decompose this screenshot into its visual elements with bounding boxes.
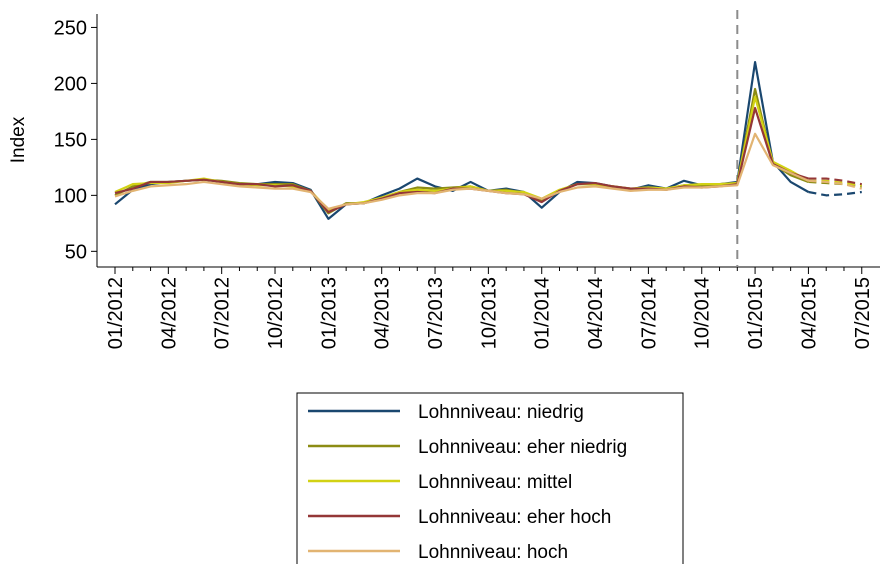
legend-label: Lohnniveau: mittel — [418, 472, 572, 493]
series-line — [114, 61, 809, 220]
legend-label: Lohnniveau: hoch — [418, 542, 568, 563]
x-tick-label: 07/2012 — [212, 277, 234, 349]
x-tick-label: 01/2012 — [105, 277, 127, 349]
x-tick-label: 10/2014 — [692, 277, 714, 349]
series-line — [114, 132, 809, 210]
y-tick-label: 150 — [54, 129, 87, 151]
x-tick-label: 01/2014 — [532, 277, 554, 349]
series-line — [114, 106, 809, 214]
y-tick-label: 250 — [54, 17, 87, 39]
legend-label: Lohnniveau: eher hoch — [418, 507, 611, 528]
x-tick-label: 04/2013 — [372, 277, 394, 349]
x-tick-label: 07/2013 — [425, 277, 447, 349]
x-tick-label: 10/2012 — [265, 277, 287, 349]
series-line — [114, 87, 809, 215]
series-line-dashed — [808, 179, 862, 187]
y-tick-label: 100 — [54, 185, 87, 207]
series-line-dashed — [808, 179, 863, 190]
x-tick-label: 07/2014 — [638, 277, 660, 349]
y-tick-label: 200 — [54, 73, 87, 95]
x-tick-label: 07/2015 — [852, 277, 874, 349]
series-line-dashed — [808, 190, 862, 197]
x-tick-label: 04/2012 — [158, 277, 180, 349]
x-tick-label: 04/2014 — [585, 277, 607, 349]
x-tick-label: 04/2015 — [798, 277, 820, 349]
legend-label: Lohnniveau: niedrig — [418, 402, 584, 423]
x-tick-label: 01/2015 — [745, 277, 767, 349]
x-tick-label: 10/2013 — [478, 277, 500, 349]
legend-box — [296, 392, 684, 564]
legend-label: Lohnniveau: eher niedrig — [418, 437, 627, 458]
y-axis-label: Index — [8, 116, 29, 163]
series-line-dashed — [808, 177, 862, 186]
series-line — [114, 95, 809, 212]
y-tick-label: 50 — [65, 241, 87, 263]
x-tick-label: 01/2013 — [318, 277, 340, 349]
